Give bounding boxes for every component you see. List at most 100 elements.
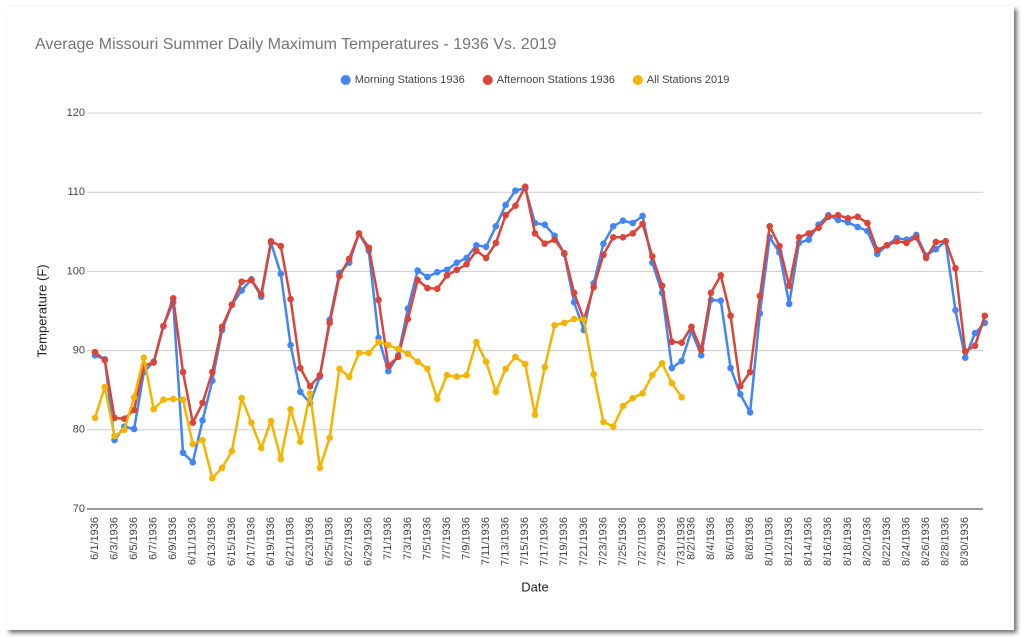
x-tick-label: 6/7/1936: [148, 517, 160, 560]
point: [952, 306, 959, 314]
point: [805, 236, 813, 244]
x-tick-label: 6/5/1936: [128, 517, 140, 560]
point: [541, 240, 549, 247]
y-tick-label: 80: [73, 424, 85, 436]
point: [649, 253, 656, 260]
point: [649, 371, 656, 379]
point: [424, 273, 431, 281]
x-tick-label: 7/31/1936: [676, 517, 688, 566]
point: [248, 419, 255, 426]
x-tick-label: 8/4/1936: [705, 517, 717, 560]
point: [570, 289, 578, 297]
point: [570, 315, 578, 323]
point: [805, 230, 813, 237]
point: [942, 238, 949, 245]
point: [629, 230, 637, 237]
y-tick-label: 120: [67, 107, 85, 119]
point: [873, 246, 881, 254]
point: [834, 216, 842, 224]
point: [727, 364, 734, 372]
point: [492, 239, 500, 247]
point: [678, 394, 685, 401]
point: [326, 434, 333, 442]
point: [228, 301, 236, 308]
legend-swatch: [632, 75, 643, 85]
x-tick-label: 8/2/1936: [685, 517, 697, 560]
point: [737, 382, 744, 390]
x-tick-label: 6/21/1936: [284, 517, 296, 566]
point: [199, 399, 206, 407]
point: [922, 254, 930, 262]
x-tick-label: 7/27/1936: [636, 517, 648, 566]
chart-title: Average Missouri Summer Daily Maximum Te…: [35, 36, 556, 53]
x-tick-label: 7/7/1936: [441, 517, 453, 560]
point: [297, 388, 304, 396]
point: [502, 365, 509, 373]
point: [433, 395, 441, 403]
point: [218, 323, 226, 331]
x-tick-label: 8/26/1936: [920, 517, 932, 566]
point: [345, 255, 353, 263]
point: [512, 187, 519, 194]
point: [697, 346, 705, 354]
point: [179, 368, 187, 376]
x-tick-label: 6/9/1936: [167, 517, 179, 560]
point: [345, 373, 353, 381]
point: [746, 368, 754, 376]
point: [248, 276, 255, 284]
point: [512, 353, 519, 361]
point: [629, 394, 637, 402]
y-tick-label: 100: [67, 265, 85, 277]
point: [385, 341, 392, 349]
point: [688, 323, 695, 331]
point: [150, 359, 157, 366]
point: [453, 259, 461, 266]
x-axis-title: Date: [521, 579, 548, 594]
legend-label: Morning Stations 1936: [355, 74, 465, 86]
point: [785, 282, 793, 289]
point: [834, 211, 842, 219]
point: [619, 234, 627, 241]
point: [218, 464, 226, 472]
point: [365, 244, 373, 251]
point: [228, 447, 236, 455]
point: [678, 339, 685, 346]
point: [482, 254, 490, 262]
x-tick-label: 8/8/1936: [744, 517, 756, 560]
point: [179, 449, 187, 457]
x-tick-label: 8/30/1936: [959, 517, 971, 566]
point: [463, 254, 470, 262]
legend-item: Morning Stations 1936: [340, 74, 465, 86]
point: [600, 251, 607, 259]
point: [815, 224, 822, 232]
point: [433, 285, 441, 293]
point: [306, 382, 314, 390]
point: [473, 241, 480, 249]
point: [971, 342, 979, 350]
x-tick-label: 6/27/1936: [343, 517, 355, 566]
x-tick-label: 6/19/1936: [265, 517, 277, 566]
point: [404, 350, 412, 358]
point: [267, 238, 275, 245]
point: [961, 348, 969, 355]
point: [551, 321, 558, 329]
point: [267, 417, 275, 425]
point: [365, 349, 373, 357]
x-tick-label: 8/24/1936: [900, 517, 912, 566]
point: [854, 223, 861, 231]
x-tick-label: 8/14/1936: [803, 517, 815, 566]
x-tick-label: 6/11/1936: [187, 517, 199, 565]
point: [727, 312, 734, 320]
point: [952, 264, 959, 272]
point: [531, 230, 539, 237]
point: [531, 411, 539, 419]
point: [336, 272, 343, 280]
x-tick-label: 7/21/1936: [578, 517, 590, 566]
x-tick-label: 8/18/1936: [842, 517, 854, 566]
point: [160, 396, 167, 404]
point: [414, 276, 421, 284]
point: [463, 260, 470, 268]
point: [746, 409, 754, 416]
legend: Morning Stations 1936 Afternoon Stations …: [340, 74, 729, 86]
